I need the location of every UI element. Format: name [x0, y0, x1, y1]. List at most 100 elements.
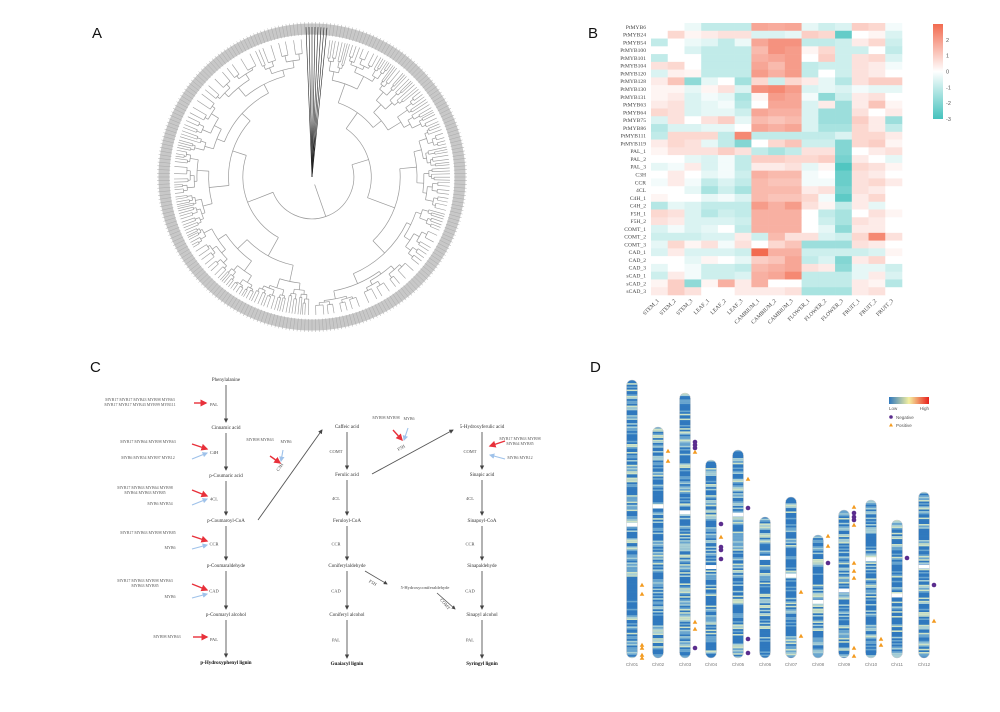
tree-arc — [425, 153, 428, 164]
density-band — [626, 421, 638, 424]
heatmap-cell — [868, 248, 886, 257]
tree-branch — [356, 76, 364, 90]
metabolite-label: Sinapaldehyde — [467, 564, 497, 569]
regulator-gene-list: MYB17 MYB63 MYB98 MYB63 — [117, 578, 172, 583]
heatmap-cell — [651, 69, 669, 78]
heatmap-row-label: PtMYB64 — [623, 110, 646, 116]
tree-branch — [190, 158, 199, 161]
tree-branch — [183, 127, 197, 133]
tree-leaf-label — [349, 313, 353, 327]
tree-branch — [366, 287, 369, 291]
density-band — [652, 519, 664, 522]
density-band — [679, 426, 691, 429]
heatmap-cell — [851, 116, 869, 125]
density-band — [838, 633, 850, 635]
density-band — [759, 581, 771, 583]
density-band — [679, 567, 691, 569]
density-band — [865, 584, 877, 587]
tree-leaf-label — [445, 125, 459, 131]
density-band — [865, 586, 877, 588]
density-band — [891, 560, 903, 562]
density-band — [838, 636, 850, 638]
density-band — [705, 552, 717, 555]
density-band — [865, 530, 877, 532]
tree-branch — [435, 164, 450, 167]
tree-leaf-label — [443, 230, 456, 236]
tree-branch — [196, 228, 200, 231]
tree-leaf-label — [358, 30, 364, 44]
tree-leaf-label — [332, 317, 335, 331]
tree-arc — [189, 155, 192, 162]
heatmap-cell — [868, 23, 886, 32]
upregulation-arrow — [191, 443, 209, 451]
heatmap-cell — [751, 279, 769, 288]
density-band — [626, 533, 638, 536]
heatmap-cell — [734, 92, 752, 102]
density-band — [759, 589, 771, 591]
tree-leaf-label — [296, 318, 299, 332]
heatmap-cell — [701, 23, 719, 32]
legend-negative-marker — [889, 415, 893, 419]
density-band — [759, 544, 771, 546]
heatmap-cell — [734, 61, 752, 70]
tree-branch — [380, 61, 388, 73]
density-band — [732, 450, 744, 452]
density-band — [918, 514, 930, 516]
density-band — [705, 506, 717, 508]
density-band — [626, 488, 638, 491]
metabolite-label: Sinapic acid — [470, 473, 495, 478]
heatmap-cell — [868, 69, 886, 78]
density-band — [732, 637, 744, 639]
heatmap-cell — [734, 271, 752, 280]
density-band — [732, 478, 744, 481]
tree-branch — [238, 87, 246, 97]
tree-branch — [434, 207, 446, 211]
density-band — [838, 511, 850, 514]
tree-branch — [175, 153, 185, 156]
tree-branch — [415, 211, 422, 215]
tree-leaf-label — [200, 276, 211, 286]
positive-marker — [665, 448, 671, 453]
tree-leaf-label — [281, 24, 285, 38]
tree-branch — [212, 245, 217, 250]
tree-leaf-label — [335, 24, 339, 38]
tree-leaf-label — [345, 26, 350, 40]
tree-branch — [385, 63, 392, 72]
tree-branch — [411, 101, 428, 113]
colorbar-tick-label: 1 — [946, 54, 949, 60]
density-band — [812, 560, 824, 563]
enzyme-label-c3h: C3H — [275, 462, 284, 472]
density-band — [759, 601, 771, 604]
density-band — [891, 619, 903, 621]
density-band — [679, 601, 691, 603]
tree-branch — [383, 282, 390, 292]
density-band — [626, 506, 638, 508]
heatmap-cell — [885, 23, 903, 32]
tree-branch — [393, 275, 400, 284]
density-band — [812, 595, 824, 598]
density-band — [785, 605, 797, 608]
density-band — [812, 547, 824, 550]
density-band — [812, 623, 824, 625]
tree-branch — [187, 186, 195, 189]
tree-branch — [178, 206, 194, 212]
density-band — [838, 604, 850, 606]
density-band — [785, 553, 797, 555]
density-band — [785, 612, 797, 614]
density-band — [732, 582, 744, 585]
density-band — [838, 543, 850, 546]
tree-branch — [231, 64, 240, 75]
density-band — [705, 628, 717, 630]
enzyme-label-comt: COMT — [439, 597, 451, 610]
negative-marker — [851, 510, 857, 516]
heatmap-cell — [801, 201, 819, 210]
heatmap-cell — [835, 139, 853, 148]
heatmap-cell — [701, 124, 719, 133]
density-band — [679, 469, 691, 472]
density-band — [652, 492, 664, 495]
density-band — [785, 565, 797, 568]
upregulation-arrow — [392, 429, 403, 442]
density-band — [891, 601, 903, 604]
density-band — [705, 517, 717, 520]
heatmap-row-label: sCAD_3 — [626, 289, 646, 295]
